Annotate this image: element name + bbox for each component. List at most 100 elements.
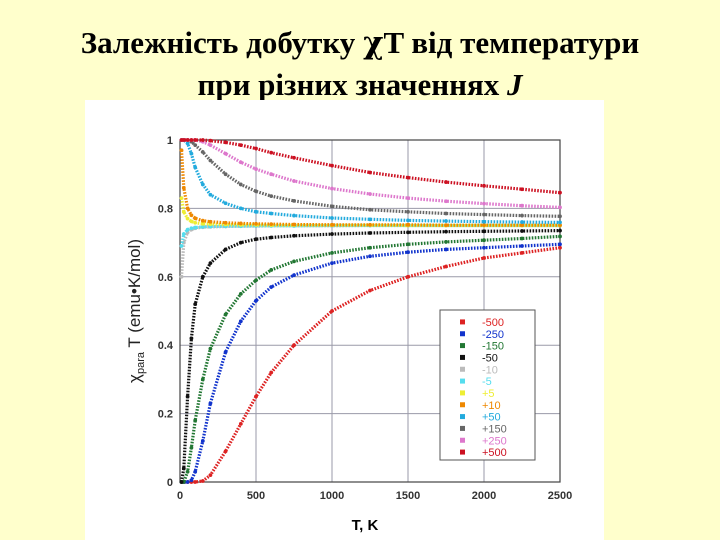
data-point	[223, 350, 228, 354]
data-point	[185, 480, 190, 484]
data-point	[185, 394, 190, 399]
legend-marker	[460, 343, 465, 349]
data-point	[193, 480, 198, 484]
data-point	[330, 261, 334, 266]
data-point	[238, 182, 243, 187]
data-point	[406, 242, 410, 247]
data-point	[179, 480, 184, 484]
data-point	[223, 201, 228, 206]
title-j-symbol: J	[507, 67, 523, 102]
data-point	[185, 141, 190, 146]
data-point	[444, 180, 448, 184]
data-point	[200, 221, 205, 226]
data-point	[558, 214, 562, 219]
y-axis-label: χpara T (emu•K/mol)	[125, 239, 147, 383]
y-tick-label: 0.6	[158, 272, 173, 284]
data-point	[520, 220, 524, 224]
data-point	[406, 230, 410, 235]
data-point	[208, 261, 213, 266]
data-point	[368, 192, 372, 196]
data-point	[520, 187, 524, 192]
data-point	[254, 189, 258, 194]
data-point	[444, 223, 448, 228]
data-point	[179, 274, 184, 279]
data-point	[406, 209, 410, 214]
data-point	[330, 309, 334, 313]
data-point	[406, 175, 410, 180]
data-point	[208, 346, 213, 351]
data-point	[520, 203, 524, 208]
data-point	[368, 222, 372, 227]
data-point	[208, 401, 213, 406]
x-tick-label: 0	[177, 490, 183, 502]
data-point	[238, 160, 243, 165]
data-point	[181, 232, 186, 236]
data-point	[406, 250, 410, 255]
data-point	[558, 234, 562, 239]
x-tick-label: 1000	[320, 490, 344, 502]
data-point	[558, 245, 562, 250]
data-point	[292, 155, 296, 160]
data-point	[223, 449, 228, 454]
data-point	[208, 143, 213, 148]
data-point	[238, 206, 243, 211]
data-point	[368, 231, 372, 235]
data-point	[189, 478, 194, 483]
data-point	[558, 228, 562, 233]
data-point	[254, 167, 258, 171]
x-tick-label: 2500	[548, 490, 572, 502]
data-point	[238, 221, 243, 226]
legend-marker	[460, 319, 465, 325]
legend-label: -150	[482, 341, 504, 353]
legend-marker	[460, 402, 465, 408]
data-point	[189, 151, 194, 156]
y-tick-label: 0.2	[158, 409, 173, 421]
data-point	[330, 163, 334, 168]
data-point	[292, 343, 296, 348]
legend-label: +10	[482, 400, 501, 412]
data-point	[238, 143, 243, 148]
data-point	[520, 250, 524, 255]
data-point	[238, 240, 243, 245]
data-point	[254, 221, 258, 226]
y-tick-label: 1	[167, 135, 173, 147]
data-point	[292, 198, 296, 203]
data-point	[189, 445, 194, 450]
data-point	[193, 220, 198, 225]
data-point	[189, 226, 194, 231]
data-point	[482, 201, 486, 206]
y-tick-label: 0.8	[158, 203, 173, 215]
data-point	[208, 158, 213, 163]
data-point	[181, 209, 186, 214]
plot-frame	[179, 139, 561, 483]
data-point	[558, 220, 562, 225]
x-tick-label: 1500	[396, 490, 420, 502]
data-point	[558, 242, 562, 247]
data-point	[200, 274, 205, 279]
data-point	[520, 223, 524, 228]
data-point	[482, 219, 486, 224]
y-tick-label: 0.4	[158, 340, 174, 352]
title-line-1: Залежність добутку χT від температури	[0, 22, 720, 64]
data-point	[193, 302, 198, 307]
data-point	[181, 185, 186, 190]
data-point	[269, 235, 274, 240]
data-point	[208, 473, 213, 478]
data-point	[193, 225, 198, 230]
data-point	[179, 148, 184, 153]
y-tick-label: 0	[167, 477, 173, 489]
data-point	[238, 421, 243, 426]
legend-marker	[460, 414, 465, 420]
data-point	[254, 209, 258, 214]
data-point	[406, 222, 410, 227]
data-point	[269, 194, 274, 198]
data-point	[482, 245, 486, 250]
data-point	[368, 288, 372, 293]
legend-marker	[460, 331, 465, 337]
data-point	[330, 222, 334, 227]
x-axis-label: T, K	[352, 517, 379, 534]
data-point	[200, 218, 205, 223]
data-point	[269, 268, 274, 272]
data-point	[200, 439, 205, 443]
legend-box	[439, 309, 536, 461]
